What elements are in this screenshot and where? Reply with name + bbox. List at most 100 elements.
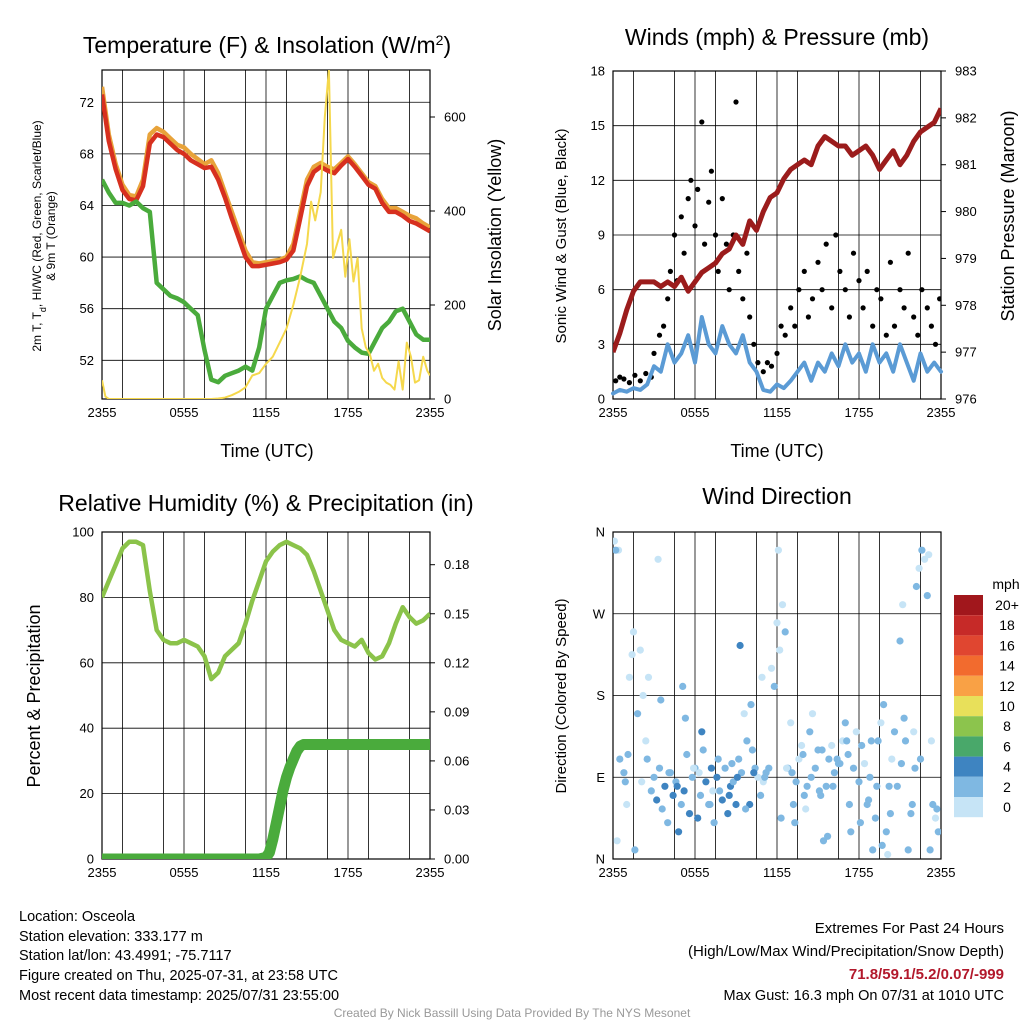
dir-point <box>791 819 799 827</box>
wind-ylabel: Sonic Wind & Gust (Blue, Black) <box>553 128 570 343</box>
legend-swatch <box>954 716 983 737</box>
dir-point <box>884 850 892 859</box>
gust-point <box>617 374 623 380</box>
gust-point <box>702 241 708 247</box>
legend-label: 14 <box>999 658 1015 674</box>
temp-xlabel: Time (UTC) <box>220 441 313 461</box>
wind-panel-frame <box>612 70 942 400</box>
dir-point <box>725 791 733 800</box>
dir-title: Wind Direction <box>702 483 852 509</box>
y-tick-label: 100 <box>72 525 94 540</box>
gust-point <box>870 323 876 329</box>
dir-point <box>732 800 740 809</box>
dir-point <box>802 805 810 813</box>
dir-point <box>918 546 926 554</box>
dir-point <box>694 814 702 822</box>
y2-tick-label: 0.15 <box>444 606 469 621</box>
x-tick-label: 0555 <box>170 405 199 420</box>
temp-series-line-1 <box>102 94 430 269</box>
legend-label: 20+ <box>995 597 1019 613</box>
dir-point <box>925 551 933 559</box>
x-tick-label: 2355 <box>599 405 628 420</box>
x-tick-label: 1755 <box>845 405 874 420</box>
dir-point <box>911 764 919 772</box>
dir-point <box>658 805 666 813</box>
dir-point <box>758 673 766 681</box>
temp-panel-grid <box>101 70 435 400</box>
dir-point <box>770 682 778 691</box>
station-location: Location: Osceola <box>19 909 136 925</box>
gust-point <box>809 296 816 302</box>
dir-point <box>735 755 743 763</box>
dir-point <box>650 773 658 781</box>
dir-point <box>860 760 869 768</box>
dir-point <box>866 773 874 781</box>
dir-point <box>921 555 929 563</box>
gust-point <box>651 350 657 356</box>
dir-point <box>616 755 624 763</box>
dir-point <box>908 800 916 809</box>
y2-tick-label: 982 <box>955 110 977 125</box>
dir-point <box>696 791 705 800</box>
gust-point <box>643 370 649 377</box>
y-tick-label: 72 <box>80 95 94 110</box>
dir-point <box>629 628 638 636</box>
sonic-wind-line <box>611 315 943 396</box>
dir-point <box>647 787 655 795</box>
x-tick-label: 1155 <box>252 865 280 880</box>
gust-point <box>819 287 825 293</box>
dir-point <box>873 782 881 790</box>
gust-point <box>692 223 698 229</box>
gust-point <box>613 378 619 384</box>
gust-point <box>833 232 839 238</box>
dir-point <box>740 710 748 718</box>
legend-swatch <box>954 635 983 656</box>
gust-point <box>678 214 684 220</box>
dir-point <box>765 764 773 772</box>
legend-swatch <box>954 797 983 818</box>
wind-panel-grid <box>612 70 946 400</box>
dir-point <box>893 782 901 790</box>
dir-point <box>783 764 791 772</box>
dir-point <box>845 800 854 809</box>
max-gust: Max Gust: 16.3 mph On 07/31 at 1010 UTC <box>723 988 1004 1004</box>
gust-point <box>621 376 627 382</box>
temp-ylabel-line2: & 9m T (Orange) <box>44 191 58 281</box>
dir-point <box>899 601 907 609</box>
rh-title: Relative Humidity (%) & Precipitation (i… <box>58 490 473 516</box>
dir-point <box>815 787 824 795</box>
gust-point <box>864 268 870 274</box>
legend-label: 6 <box>1003 738 1011 754</box>
gust-point <box>924 305 930 311</box>
y-tick-label: 56 <box>80 301 94 316</box>
dir-point <box>625 673 634 681</box>
y2-tick-label: 979 <box>955 251 977 266</box>
y-tick-label: N <box>596 525 605 540</box>
y-tick-label: S <box>596 688 605 703</box>
dir-point <box>721 764 729 772</box>
y-tick-label: 64 <box>80 198 94 213</box>
dir-ylabel: Direction (Colored By Speed) <box>553 598 570 793</box>
dir-point <box>788 769 796 777</box>
dir-point <box>828 741 836 750</box>
gust-point <box>661 323 667 329</box>
dir-point <box>844 750 852 759</box>
dir-point <box>743 737 751 745</box>
dir-point <box>800 791 808 800</box>
y-tick-label: 3 <box>598 337 605 352</box>
gust-point <box>887 259 894 265</box>
gust-point <box>901 305 907 311</box>
dir-point <box>737 769 746 777</box>
x-tick-label: 2355 <box>88 865 117 880</box>
dir-point <box>733 773 742 781</box>
y-tick-label: 15 <box>591 118 605 133</box>
dir-point <box>638 778 646 786</box>
dir-point <box>767 664 776 672</box>
y2-tick-label: 0.12 <box>444 655 469 670</box>
dir-point <box>748 746 757 754</box>
legend-swatch <box>954 776 983 797</box>
dir-point <box>636 646 644 654</box>
legend-swatch <box>954 756 983 777</box>
dir-point <box>776 646 784 654</box>
gust-point <box>712 232 719 238</box>
